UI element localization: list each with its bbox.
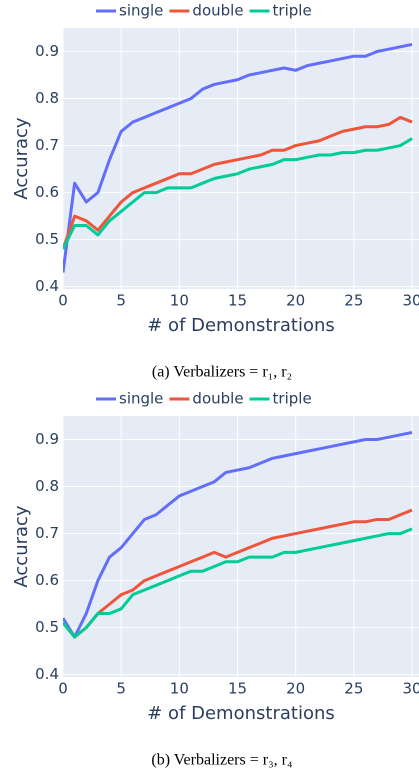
series-line bbox=[63, 430, 413, 639]
y-tick-label: 0.9 bbox=[35, 430, 59, 448]
x-tick-label: 20 bbox=[286, 680, 305, 698]
y-tick-label: 0.8 bbox=[35, 89, 59, 107]
x-tick-label: 10 bbox=[170, 292, 189, 310]
series-line bbox=[63, 137, 413, 250]
caption: (a) Verbalizers = r₁, r₂ bbox=[152, 364, 292, 381]
y-tick-label: 0.6 bbox=[35, 183, 59, 201]
x-tick-label: 25 bbox=[344, 292, 363, 310]
x-axis-label: # of Demonstrations bbox=[147, 315, 335, 336]
x-tick-label: 0 bbox=[58, 292, 68, 310]
y-tick-label: 0.4 bbox=[35, 277, 59, 295]
chart: 0.4 0.5 0.6 0.7 0.8 0.9 0 5 10 15 20 25 30 Accuracy # … bbox=[11, 2, 419, 381]
legend-label: single bbox=[119, 2, 163, 20]
x-tick-label: 30 bbox=[402, 680, 419, 698]
x-tick-label: 10 bbox=[170, 680, 189, 698]
x-tick-label: 5 bbox=[116, 680, 126, 698]
x-tick-label: 15 bbox=[228, 680, 247, 698]
y-tick-label: 0.4 bbox=[35, 665, 59, 683]
x-tick-label: 5 bbox=[116, 292, 126, 310]
legend-label: double bbox=[192, 2, 243, 20]
series-line bbox=[63, 527, 413, 639]
caption: (b) Verbalizers = r₃, r₄ bbox=[151, 752, 293, 769]
y-tick-label: 0.9 bbox=[35, 42, 59, 60]
series-line bbox=[63, 42, 413, 273]
series-line bbox=[63, 115, 413, 250]
x-tick-label: 25 bbox=[344, 680, 363, 698]
x-tick-label: 20 bbox=[286, 292, 305, 310]
y-tick-label: 0.5 bbox=[35, 618, 59, 636]
y-tick-label: 0.6 bbox=[35, 571, 59, 589]
chart: 0.4 0.5 0.6 0.7 0.8 0.9 0 5 10 15 20 25 30 Accuracy # … bbox=[11, 390, 419, 769]
legend-label: triple bbox=[273, 390, 312, 408]
legend: single double triple bbox=[96, 2, 312, 20]
plot-bg bbox=[63, 416, 419, 677]
lines bbox=[63, 430, 413, 639]
lines bbox=[63, 42, 413, 273]
y-axis-label: Accuracy bbox=[11, 117, 32, 200]
y-tick-label: 0.8 bbox=[35, 477, 59, 495]
legend: single double triple bbox=[96, 390, 312, 408]
legend-label: triple bbox=[273, 2, 312, 20]
legend-label: double bbox=[192, 390, 243, 408]
legend-label: single bbox=[119, 390, 163, 408]
y-tick-label: 0.7 bbox=[35, 524, 59, 542]
x-tick-label: 30 bbox=[402, 292, 419, 310]
x-axis-label: # of Demonstrations bbox=[147, 703, 335, 724]
x-tick-label: 15 bbox=[228, 292, 247, 310]
y-axis-label: Accuracy bbox=[11, 505, 32, 588]
x-tick-label: 0 bbox=[58, 680, 68, 698]
y-tick-label: 0.7 bbox=[35, 136, 59, 154]
series-line bbox=[63, 508, 413, 639]
y-tick-label: 0.5 bbox=[35, 230, 59, 248]
